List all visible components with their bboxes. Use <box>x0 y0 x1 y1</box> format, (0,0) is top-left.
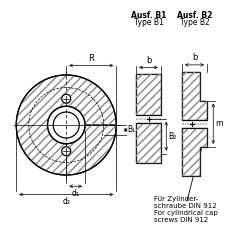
Text: Für Zylinder-: Für Zylinder- <box>154 196 198 202</box>
Polygon shape <box>16 75 116 175</box>
Text: Ausf. B1: Ausf. B1 <box>131 11 166 20</box>
Circle shape <box>62 94 71 103</box>
Text: B₂: B₂ <box>168 132 176 141</box>
Text: Type B2: Type B2 <box>180 18 210 27</box>
Circle shape <box>62 147 71 156</box>
Text: d₂: d₂ <box>62 197 70 206</box>
Text: R: R <box>88 54 94 63</box>
Text: b: b <box>192 54 197 62</box>
Polygon shape <box>136 123 161 163</box>
Text: For cylindrical cap: For cylindrical cap <box>154 210 218 216</box>
Polygon shape <box>136 74 161 115</box>
Polygon shape <box>182 72 207 120</box>
Text: Type B1: Type B1 <box>134 18 164 27</box>
Text: m: m <box>215 119 223 128</box>
Circle shape <box>53 112 79 138</box>
Polygon shape <box>182 128 207 176</box>
Text: b: b <box>146 56 151 65</box>
Text: schraube DIN 912: schraube DIN 912 <box>154 203 216 209</box>
Text: d₁: d₁ <box>72 189 80 198</box>
Text: screws DIN 912: screws DIN 912 <box>154 217 208 223</box>
Text: B₁: B₁ <box>128 126 136 134</box>
Text: Ausf. B2: Ausf. B2 <box>177 11 212 20</box>
